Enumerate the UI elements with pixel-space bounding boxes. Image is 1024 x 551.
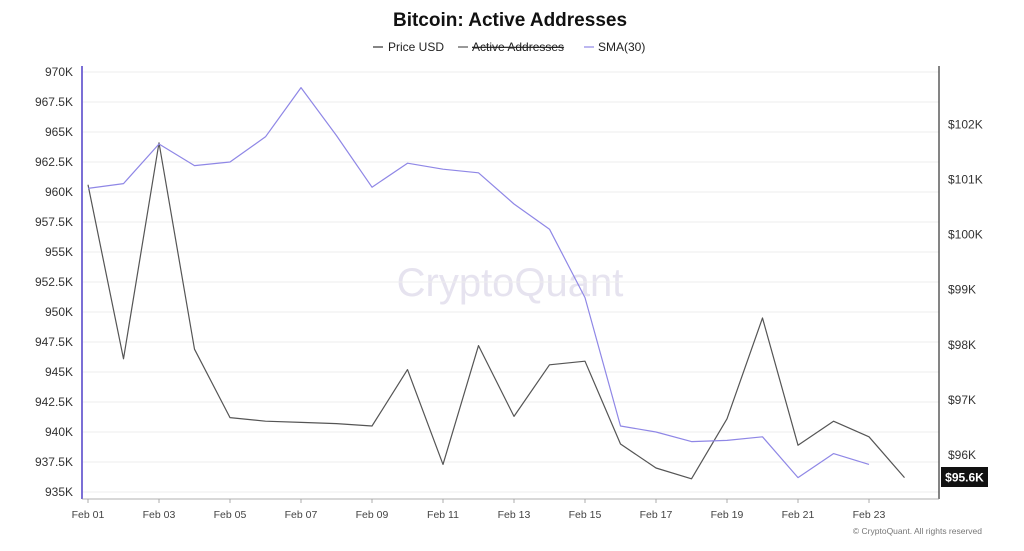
x-tick-label: Feb 05 bbox=[214, 509, 247, 521]
legend-item-sma30[interactable]: SMA(30) bbox=[584, 40, 645, 54]
right-tick-label: $101K bbox=[948, 172, 983, 186]
x-tick-label: Feb 19 bbox=[711, 509, 744, 521]
legend-item-price[interactable]: Price USD bbox=[373, 40, 444, 54]
right-tick-label: $99K bbox=[948, 283, 976, 297]
x-tick-label: Feb 15 bbox=[569, 509, 602, 521]
series-line-active-addresses bbox=[87, 142, 905, 480]
last-value-label: $95.6K bbox=[945, 471, 984, 485]
last-value-badge-bg bbox=[941, 467, 988, 487]
left-axis-ticks: 935K 937.5K 940K 942.5K 945K 947.5K 950K 952.5K… bbox=[35, 65, 73, 499]
left-tick-label: 950K bbox=[45, 305, 73, 319]
series-layer bbox=[87, 86, 905, 480]
right-tick-label: $96K bbox=[948, 448, 976, 462]
x-tick-label: Feb 09 bbox=[356, 509, 389, 521]
x-tick-label: Feb 23 bbox=[853, 509, 886, 521]
gridlines bbox=[82, 71, 939, 493]
left-tick-label: 947.5K bbox=[35, 335, 73, 349]
left-tick-label: 952.5K bbox=[35, 275, 73, 289]
series-line-sma-30 bbox=[87, 86, 870, 479]
x-tick-label: Feb 11 bbox=[427, 509, 459, 521]
legend-label-sma30: SMA(30) bbox=[598, 40, 645, 54]
legend-label-active-addresses: Active Addresses bbox=[472, 40, 564, 54]
x-tick-label: Feb 13 bbox=[498, 509, 531, 521]
right-tick-label: $97K bbox=[948, 393, 976, 407]
right-tick-label: $100K bbox=[948, 228, 983, 242]
right-axis-ticks: $96K $97K $98K $99K $100K $101K $102K bbox=[948, 117, 983, 462]
left-tick-label: 965K bbox=[45, 125, 73, 139]
left-tick-label: 957.5K bbox=[35, 215, 73, 229]
x-tick-label: Feb 17 bbox=[640, 509, 673, 521]
left-tick-label: 955K bbox=[45, 245, 73, 259]
footer-copyright: © CryptoQuant. All rights reserved bbox=[853, 526, 982, 536]
chart-title: Bitcoin: Active Addresses bbox=[393, 10, 627, 31]
left-tick-label: 962.5K bbox=[35, 155, 73, 169]
x-tick-label: Feb 01 bbox=[72, 509, 105, 521]
x-tick-label: Feb 21 bbox=[782, 509, 815, 521]
last-value-badge: $95.6K bbox=[941, 467, 988, 487]
left-tick-label: 967.5K bbox=[35, 95, 73, 109]
watermark: CryptoQuant bbox=[397, 261, 624, 305]
right-tick-label: $98K bbox=[948, 338, 976, 352]
left-tick-label: 960K bbox=[45, 185, 73, 199]
right-tick-label: $102K bbox=[948, 117, 983, 131]
left-tick-label: 945K bbox=[45, 365, 73, 379]
left-tick-label: 937.5K bbox=[35, 455, 73, 469]
legend-item-active-addresses[interactable]: Active Addresses bbox=[458, 40, 564, 54]
x-tick-label: Feb 03 bbox=[143, 509, 176, 521]
x-tick-label: Feb 07 bbox=[285, 509, 318, 521]
legend-label-price: Price USD bbox=[388, 40, 444, 54]
legend: Price USD Active Addresses SMA(30) bbox=[373, 40, 645, 54]
left-tick-label: 935K bbox=[45, 485, 73, 499]
left-tick-label: 942.5K bbox=[35, 395, 73, 409]
left-tick-label: 940K bbox=[45, 425, 73, 439]
x-axis-ticks: Feb 01 Feb 03 Feb 05 Feb 07 Feb 09 Feb 11 Feb … bbox=[72, 499, 886, 521]
left-tick-label: 970K bbox=[45, 65, 73, 79]
